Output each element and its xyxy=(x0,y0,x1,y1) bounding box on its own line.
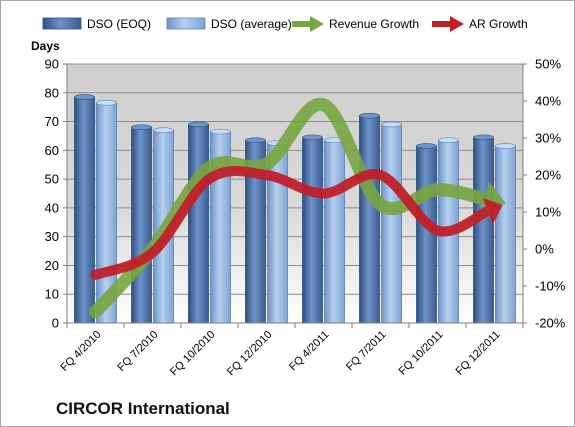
bar-body xyxy=(495,145,516,324)
bar-body xyxy=(324,139,345,324)
bar-top xyxy=(473,134,494,141)
legend-label-revenue-growth: Revenue Growth xyxy=(329,17,419,31)
bar-top xyxy=(302,134,323,141)
bar-dso-eoq xyxy=(359,113,380,324)
legend-arrow-revenue-growth xyxy=(292,16,324,32)
bar-body xyxy=(381,124,402,324)
bar-dso-average xyxy=(381,121,402,324)
line-path xyxy=(90,166,493,280)
x-tick-label: FQ 7/2011 xyxy=(344,329,389,374)
bar-top xyxy=(96,100,117,106)
y-axis-title: Days xyxy=(31,39,60,53)
bar-body xyxy=(416,145,437,324)
y-tick-label: 30 xyxy=(45,229,59,244)
bar-body xyxy=(188,124,209,324)
legend-label-dso-eoq: DSO (EOQ) xyxy=(87,17,151,31)
y2-tick-label: 10% xyxy=(535,205,561,220)
legend-label-dso-average: DSO (average) xyxy=(211,17,292,31)
y2-tick-label: 50% xyxy=(535,57,561,72)
y-tick-label: 50 xyxy=(45,172,59,187)
bar-top xyxy=(495,143,516,149)
bar-top xyxy=(416,143,437,149)
bar-top xyxy=(210,128,231,135)
bar-dso-eoq xyxy=(302,134,323,324)
y-tick-label: 60 xyxy=(45,143,59,158)
bar-body xyxy=(359,115,380,324)
y-tick-label: 80 xyxy=(45,85,59,100)
legend-label-ar-growth: AR Growth xyxy=(469,17,528,31)
y-tick-label: 40 xyxy=(45,200,59,215)
bar-body xyxy=(74,96,95,324)
x-tick-label: FQ 4/2011 xyxy=(287,329,332,374)
y2-tick-label: 20% xyxy=(535,168,561,183)
bar-dso-eoq xyxy=(473,134,494,324)
x-tick-label: FQ 7/2010 xyxy=(115,329,160,374)
y2-tick-label: -20% xyxy=(535,316,566,331)
y2-tick-label: -10% xyxy=(535,279,566,294)
y-tick-label: 90 xyxy=(45,57,59,72)
arrowhead xyxy=(482,197,503,224)
y-tick-label: 0 xyxy=(52,316,59,331)
bar-top xyxy=(74,94,95,100)
bar-dso-eoq xyxy=(245,137,266,324)
legend: DSO (EOQ) DSO (average) Revenue Growth A… xyxy=(42,16,528,32)
x-tick-label: FQ 12/2010 xyxy=(225,329,275,379)
bar-top xyxy=(359,113,380,119)
x-tick-label: FQ 12/2011 xyxy=(454,329,503,378)
bar-top xyxy=(131,124,152,131)
bar-body xyxy=(302,136,323,324)
company-name: CIRCOR International xyxy=(56,399,230,418)
bar-dso-average xyxy=(324,137,345,324)
bar-body xyxy=(473,136,494,324)
y2-tick-label: 40% xyxy=(535,94,561,109)
bar-top xyxy=(245,137,266,144)
bar-dso-average xyxy=(495,143,516,324)
y-tick-label: 20 xyxy=(45,258,59,273)
growth-lines xyxy=(89,97,506,319)
bar-top xyxy=(438,137,459,144)
y2-tick-label: 0% xyxy=(535,242,554,257)
y-tick-label: 70 xyxy=(45,114,59,129)
bar-dso-eoq xyxy=(74,94,95,324)
bar-top xyxy=(381,121,402,128)
y-tick-label: 10 xyxy=(45,287,59,302)
bar-top xyxy=(153,127,174,133)
bar-body xyxy=(131,126,152,324)
bar-dso-eoq xyxy=(131,124,152,324)
legend-arrow-ar-growth xyxy=(432,16,464,32)
legend-swatch-dso-eoq xyxy=(42,17,82,30)
legend-swatch-dso-average xyxy=(166,17,206,30)
x-tick-label: FQ 10/2010 xyxy=(168,329,218,379)
x-tick-label: FQ 10/2011 xyxy=(397,329,446,378)
bar-dso-eoq xyxy=(188,121,209,324)
bar-top xyxy=(188,121,209,128)
y2-tick-label: 30% xyxy=(535,131,561,146)
line-ar-growth xyxy=(90,166,503,280)
bar-body xyxy=(267,142,288,324)
x-tick-label: FQ 4/2010 xyxy=(58,329,103,374)
